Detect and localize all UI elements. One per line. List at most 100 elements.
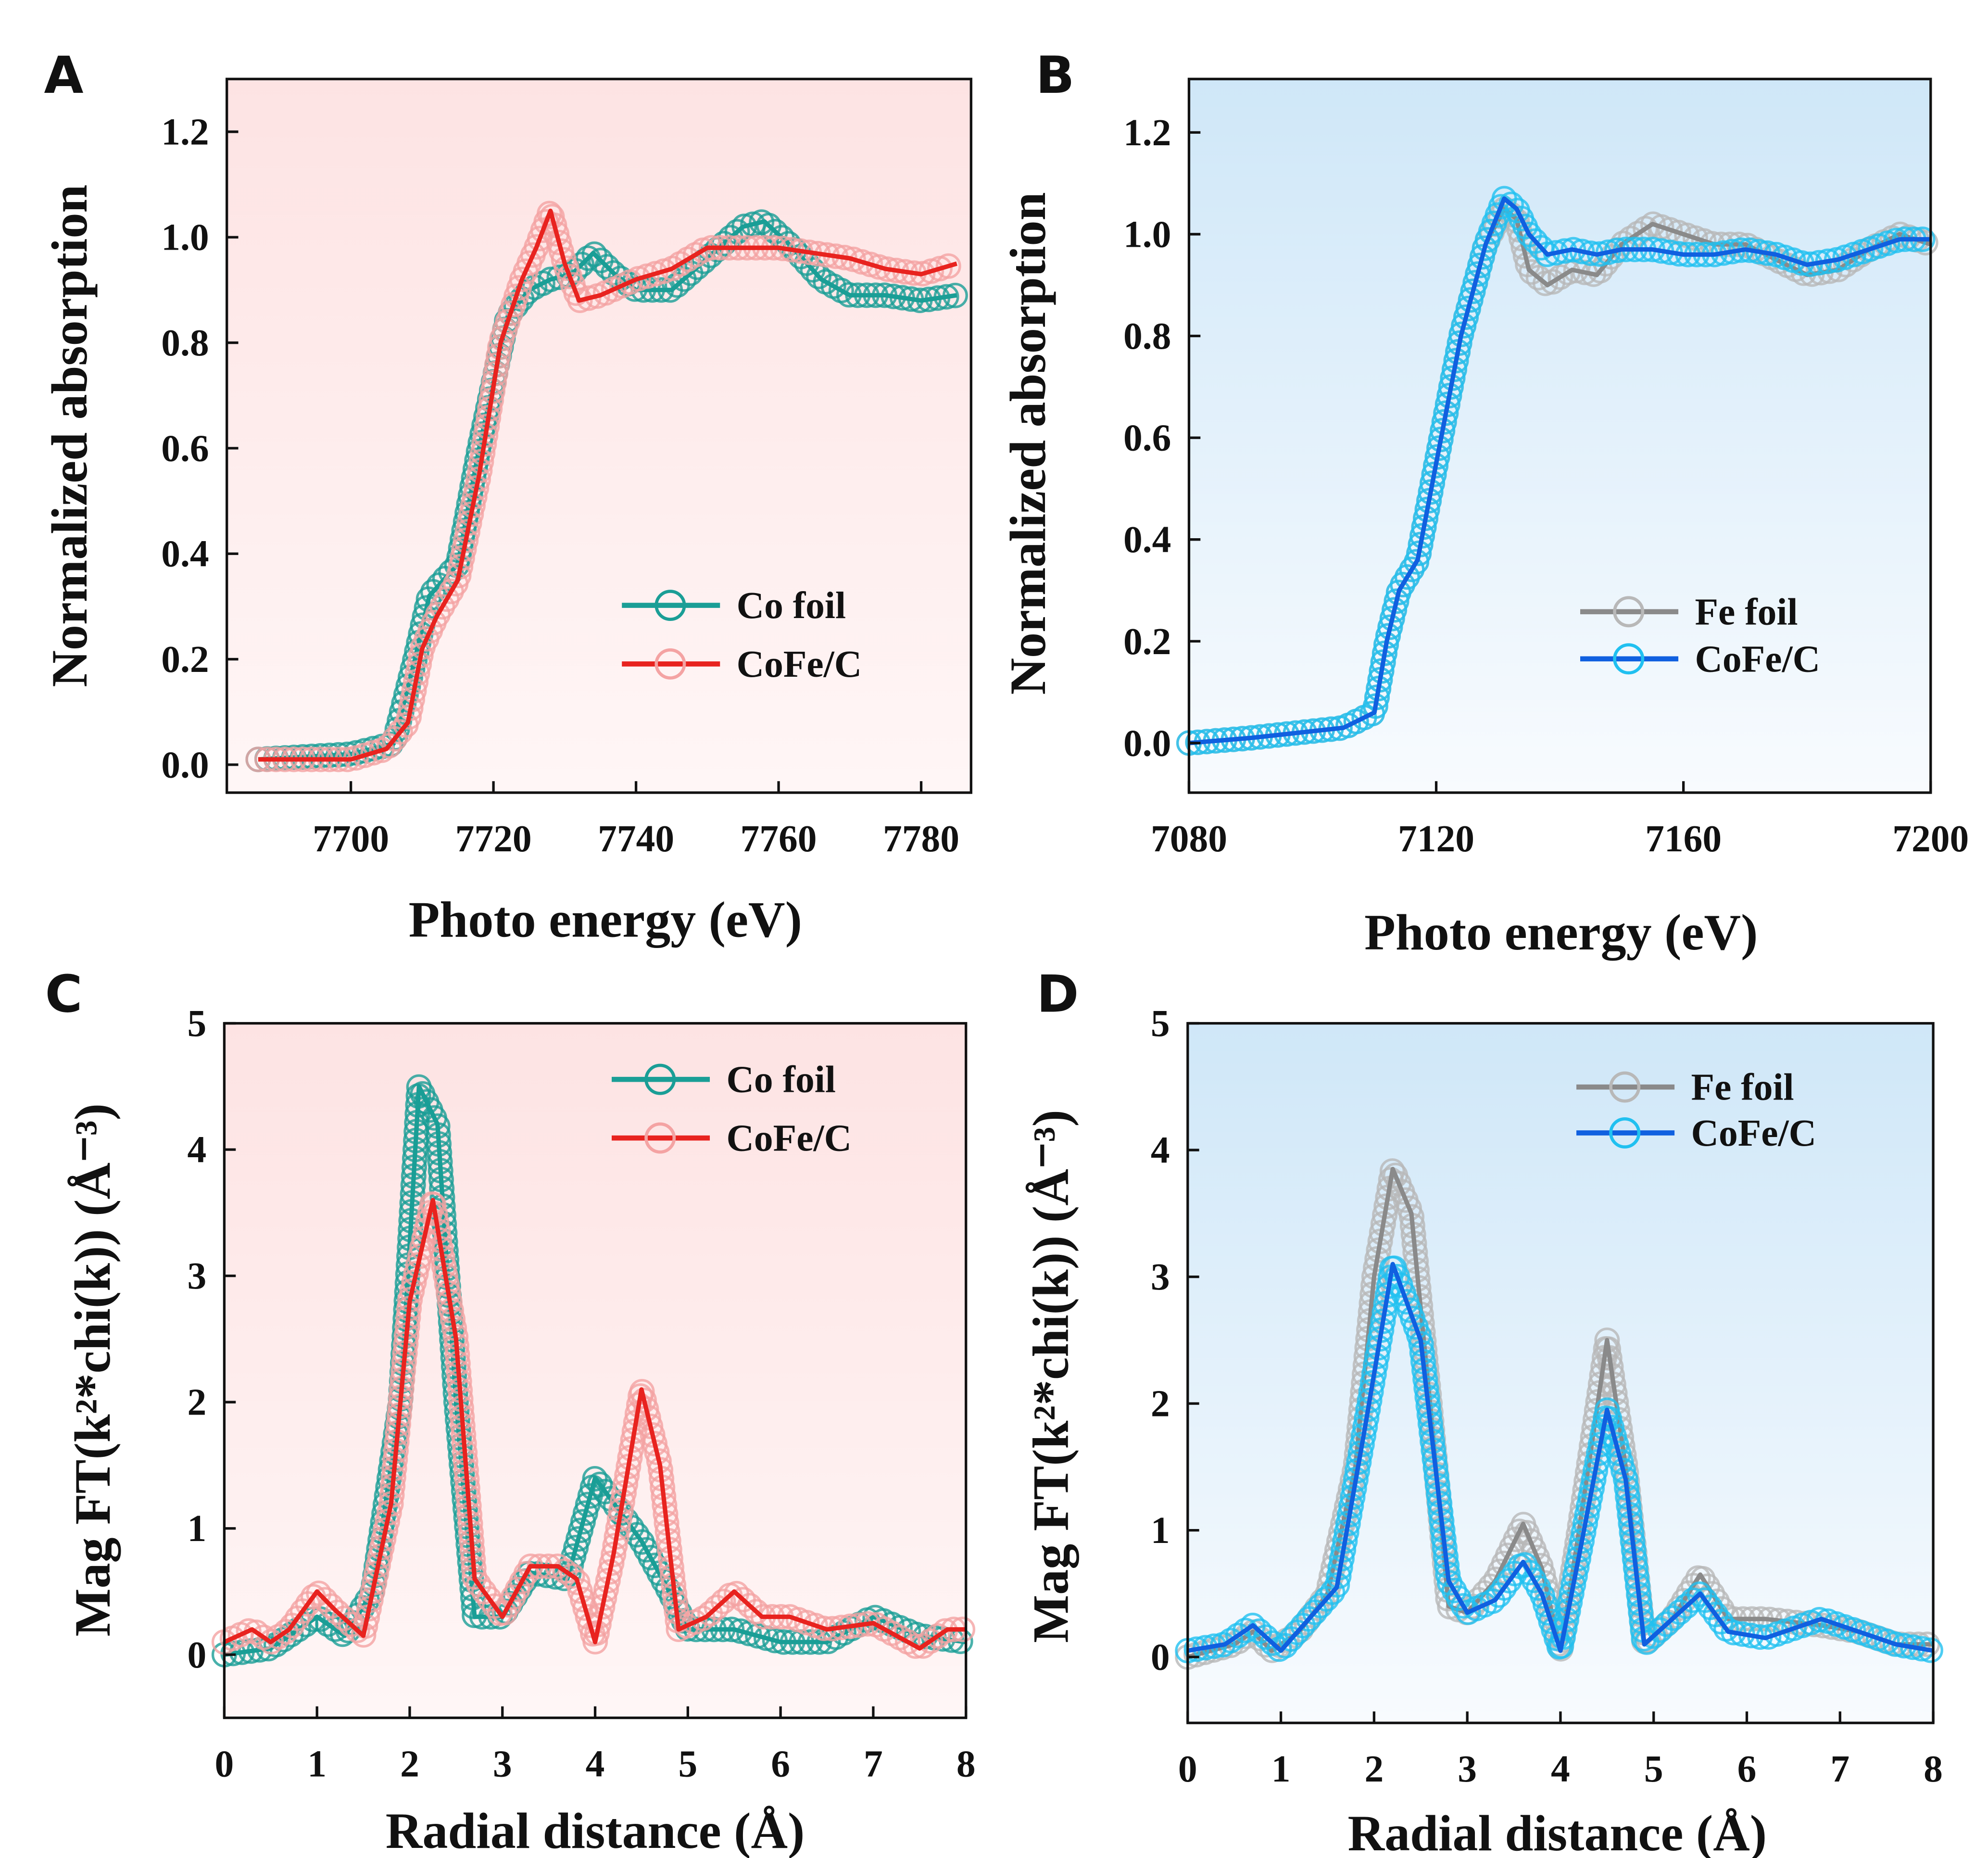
y-tick-label: 5 <box>1151 1002 1170 1045</box>
legend-entry: CoFe/C <box>612 1117 852 1160</box>
series-line <box>1187 1262 1934 1653</box>
panel-b: B Fe foil CoFe/C 0.0 0.2 0.4 0.6 0.8 1.0 1.2 7080 7… <box>1000 46 1969 961</box>
y-tick-label: 2 <box>188 1381 207 1424</box>
plot-frame <box>1187 77 1932 794</box>
data-marker <box>1510 234 1536 260</box>
panel-label: B <box>1036 46 1075 105</box>
legend-marker <box>654 648 686 680</box>
data-marker <box>362 1569 388 1595</box>
x-tick-label: 4 <box>1551 1748 1570 1790</box>
data-marker <box>409 1235 435 1261</box>
x-tick-label: 7080 <box>1151 818 1227 860</box>
x-tick-label: 6 <box>771 1743 790 1785</box>
data-marker <box>631 1387 657 1413</box>
data-marker <box>371 1526 397 1552</box>
data-marker <box>373 1517 399 1543</box>
y-axis-label: Normalized absorption <box>41 185 98 687</box>
legend-label: CoFe/C <box>1695 638 1820 680</box>
y-tick-label: 0.4 <box>1123 518 1171 561</box>
data-marker <box>387 719 413 745</box>
data-marker <box>449 545 475 571</box>
data-marker <box>584 1620 610 1646</box>
data-marker <box>710 1589 736 1615</box>
data-marker <box>629 1378 655 1404</box>
series-line <box>224 1084 967 1657</box>
x-tick-label: 5 <box>678 1743 697 1785</box>
data-marker <box>1320 1579 1346 1605</box>
y-tick-label: 1 <box>1151 1509 1170 1552</box>
data-marker <box>1563 258 1589 284</box>
series-line <box>258 208 957 762</box>
x-tick-label: 7720 <box>455 818 532 860</box>
data-marker <box>358 1587 384 1613</box>
data-marker <box>401 1269 427 1295</box>
data-marker <box>640 1422 666 1448</box>
data-marker <box>593 1576 619 1602</box>
data-marker <box>638 1414 664 1439</box>
legend-marker <box>1613 596 1645 628</box>
y-axis-label: Mag FT(k²*chi(k)) (Å⁻³) <box>64 1103 121 1636</box>
legend-entry: Co foil <box>622 584 846 627</box>
y-tick-label: 3 <box>188 1255 207 1297</box>
data-marker <box>365 1552 391 1578</box>
data-marker <box>1259 1630 1285 1656</box>
data-marker <box>599 1550 625 1576</box>
legend-marker <box>654 590 686 621</box>
data-marker <box>403 1261 429 1287</box>
data-marker <box>582 1629 608 1655</box>
data-marker <box>354 1605 380 1630</box>
legend-label: Fe foil <box>1695 591 1798 633</box>
data-marker <box>369 1535 395 1561</box>
data-marker <box>456 510 482 536</box>
plot-background <box>226 79 971 793</box>
data-marker <box>925 1623 951 1649</box>
x-tick-label: 5 <box>1644 1748 1663 1790</box>
y-tick-label: 1.2 <box>1123 112 1171 154</box>
data-marker <box>1384 588 1409 614</box>
series-cofe-c <box>1175 1255 1943 1664</box>
y-tick-label: 1.0 <box>161 216 209 259</box>
y-tick-label: 1.0 <box>1123 213 1171 255</box>
legend-marker <box>1609 1071 1641 1103</box>
y-axis-label: Normalized absorption <box>1000 192 1056 695</box>
y-tick-label: 0 <box>1151 1636 1170 1679</box>
data-marker <box>1913 230 1938 256</box>
legend-entry: Co foil <box>612 1059 836 1101</box>
legend-entry: Fe foil <box>1580 591 1798 633</box>
legend-label: CoFe/C <box>1691 1112 1816 1154</box>
y-axis-label: Mag FT(k²*chi(k)) (Å⁻³) <box>1023 1110 1079 1643</box>
data-marker <box>595 1567 621 1593</box>
data-marker <box>586 1611 612 1637</box>
data-marker <box>448 554 474 580</box>
y-tick-label: 0 <box>188 1634 207 1676</box>
data-marker <box>446 562 472 588</box>
x-axis-label: Radial distance (Å) <box>386 1803 805 1858</box>
data-marker <box>1695 1573 1721 1599</box>
y-tick-label: 3 <box>1151 1256 1170 1298</box>
data-marker <box>642 1431 668 1457</box>
legend-marker <box>644 1063 676 1095</box>
series-cofe-c <box>245 201 961 772</box>
legend-entry: Fe foil <box>1576 1066 1794 1109</box>
x-tick-label: 3 <box>1458 1748 1477 1790</box>
panel-label: D <box>1037 964 1079 1024</box>
data-marker <box>364 1561 390 1587</box>
data-marker <box>1548 264 1573 290</box>
y-tick-label: 0.8 <box>1123 315 1171 357</box>
x-tick-label: 0 <box>215 1743 234 1785</box>
data-marker <box>1377 614 1403 640</box>
data-marker <box>453 528 479 554</box>
y-tick-label: 0.6 <box>161 427 209 469</box>
x-tick-label: 7780 <box>883 818 959 860</box>
legend-label: Co foil <box>737 584 846 627</box>
y-tick-label: 0.2 <box>161 638 209 681</box>
data-marker <box>597 1559 623 1585</box>
data-marker <box>360 1578 386 1604</box>
legend-marker <box>644 1122 676 1154</box>
y-tick-label: 5 <box>188 1002 207 1045</box>
panel-a: A Co foil CoFe/C 0.0 0.2 0.4 0.6 0.8 1.0 1.2 7700 7… <box>41 46 972 948</box>
legend-label: CoFe/C <box>737 643 862 685</box>
data-marker <box>743 1599 769 1625</box>
